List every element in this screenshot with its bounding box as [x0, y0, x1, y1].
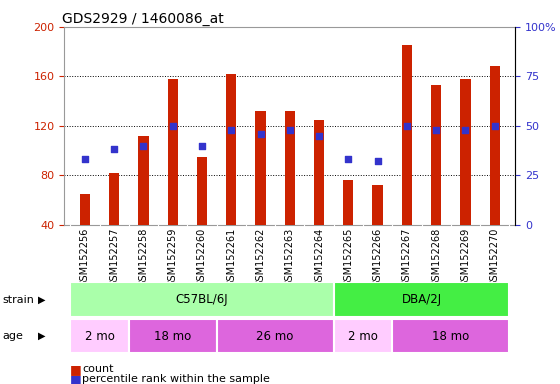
Point — [344, 156, 353, 162]
Text: GSM152266: GSM152266 — [372, 227, 382, 287]
Text: ■: ■ — [70, 363, 82, 376]
Text: ▶: ▶ — [38, 295, 45, 305]
Bar — [255, 111, 265, 274]
Text: GSM152256: GSM152256 — [80, 227, 90, 287]
Text: GSM152269: GSM152269 — [460, 227, 470, 287]
Point — [168, 123, 177, 129]
Text: percentile rank within the sample: percentile rank within the sample — [82, 374, 270, 384]
Bar — [314, 119, 324, 274]
Point — [81, 156, 90, 162]
Text: GSM152259: GSM152259 — [167, 227, 178, 287]
Bar — [402, 45, 412, 274]
Text: GSM152268: GSM152268 — [431, 227, 441, 287]
Text: age: age — [3, 331, 24, 341]
Bar — [226, 74, 236, 274]
Point — [286, 127, 295, 133]
Point — [315, 132, 324, 139]
Text: ■: ■ — [70, 373, 82, 384]
Point — [198, 142, 207, 149]
Point — [403, 123, 412, 129]
Text: C57BL/6J: C57BL/6J — [176, 293, 228, 306]
Bar — [334, 282, 510, 317]
Text: strain: strain — [3, 295, 35, 305]
Bar — [217, 319, 334, 353]
Bar — [80, 194, 90, 274]
Text: GSM152257: GSM152257 — [109, 227, 119, 287]
Text: GSM152262: GSM152262 — [255, 227, 265, 287]
Text: GSM152264: GSM152264 — [314, 227, 324, 287]
Point — [227, 127, 236, 133]
Text: GSM152260: GSM152260 — [197, 227, 207, 287]
Point — [373, 158, 382, 164]
Text: DBA/2J: DBA/2J — [402, 293, 442, 306]
Text: count: count — [82, 364, 114, 374]
Bar — [343, 180, 353, 274]
Text: 18 mo: 18 mo — [154, 329, 192, 343]
Bar — [167, 79, 178, 274]
Point — [490, 123, 499, 129]
Point — [432, 127, 441, 133]
Bar — [489, 66, 500, 274]
Point — [256, 131, 265, 137]
Bar — [109, 173, 119, 274]
Text: 26 mo: 26 mo — [256, 329, 294, 343]
Bar — [334, 319, 392, 353]
Point — [139, 142, 148, 149]
Text: 2 mo: 2 mo — [348, 329, 378, 343]
Bar — [392, 319, 510, 353]
Bar — [197, 157, 207, 274]
Text: ▶: ▶ — [38, 331, 45, 341]
Point — [110, 146, 119, 152]
Bar — [372, 185, 382, 274]
Bar — [284, 111, 295, 274]
Text: GSM152265: GSM152265 — [343, 227, 353, 287]
Text: GSM152267: GSM152267 — [402, 227, 412, 287]
Text: GSM152261: GSM152261 — [226, 227, 236, 287]
Bar — [70, 282, 334, 317]
Bar — [431, 85, 441, 274]
Bar — [460, 79, 470, 274]
Bar — [138, 136, 148, 274]
Text: GSM152258: GSM152258 — [138, 227, 148, 287]
Text: 18 mo: 18 mo — [432, 329, 469, 343]
Text: GDS2929 / 1460086_at: GDS2929 / 1460086_at — [62, 12, 224, 26]
Bar — [129, 319, 217, 353]
Text: GSM152263: GSM152263 — [285, 227, 295, 287]
Point — [461, 127, 470, 133]
Text: GSM152270: GSM152270 — [489, 227, 500, 287]
Bar — [70, 319, 129, 353]
Text: 2 mo: 2 mo — [85, 329, 114, 343]
